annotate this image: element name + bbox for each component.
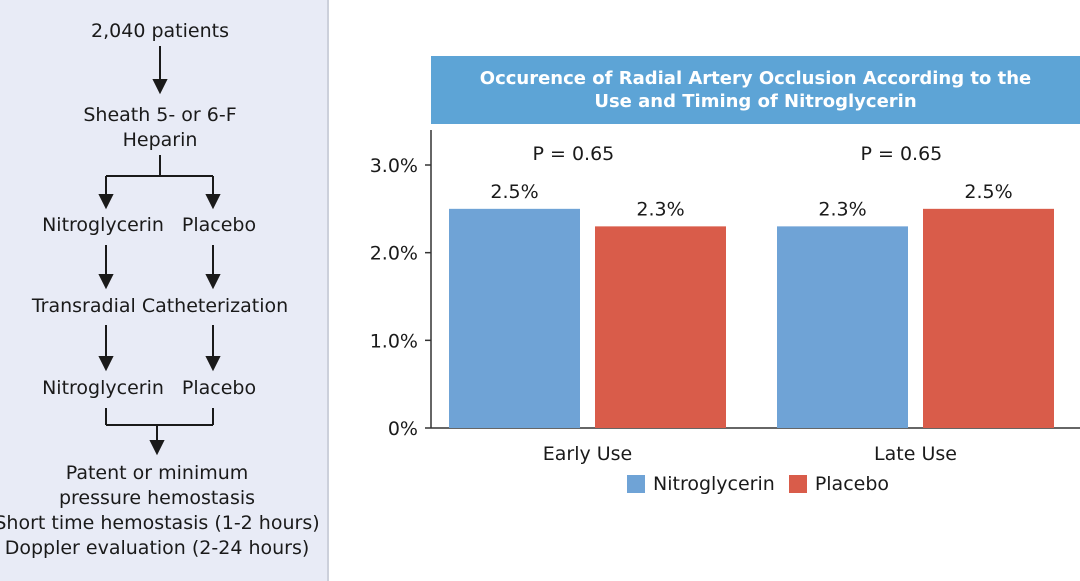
chart-title-line-1: Occurence of Radial Artery Occlusion Acc…	[479, 68, 1032, 89]
legend-swatch-nitroglycerin	[627, 475, 645, 493]
chart-legend: Nitroglycerin Placebo	[627, 472, 903, 496]
flow-patients: 2,040 patients	[91, 20, 229, 42]
y-tick-label: 2.0%	[370, 243, 418, 265]
flow-sheath: Sheath 5- or 6-F	[83, 104, 237, 126]
flow-arm2-pre: Placebo	[181, 214, 257, 236]
data-label: 2.5%	[490, 181, 538, 203]
bar-placebo-early-use	[595, 226, 726, 428]
chart-title-line-2: Use and Timing of Nitroglycerin	[594, 91, 917, 112]
p-value-annotation: P = 0.65	[533, 143, 615, 165]
data-label: 2.3%	[818, 198, 866, 220]
flow-heparin: Heparin	[122, 129, 198, 151]
legend-item-nitroglycerin: Nitroglycerin	[627, 473, 775, 495]
data-label: 2.5%	[964, 181, 1012, 203]
legend-swatch-placebo	[788, 475, 807, 493]
flow-arm2-post: Placebo	[181, 377, 257, 399]
y-tick-label: 1.0%	[370, 330, 418, 352]
chart-title: Occurence of Radial Artery Occlusion Acc…	[431, 56, 1080, 124]
bar-nitroglycerin-early-use	[449, 208, 580, 428]
panel-divider	[327, 0, 329, 581]
flow-outcome-line-3: Short time hemostasis (1-2 hours)	[0, 512, 320, 534]
y-tick-label: 0%	[388, 418, 418, 440]
flow-outcome-line-4: Doppler evaluation (2-24 hours)	[4, 537, 310, 559]
flow-outcome-line-2: pressure hemostasis	[58, 487, 256, 509]
legend-label-nitroglycerin: Nitroglycerin	[653, 473, 775, 495]
legend-label-placebo: Placebo	[814, 473, 890, 495]
flow-arm1-post: Nitroglycerin	[42, 377, 164, 399]
flow-arm1-pre: Nitroglycerin	[42, 214, 164, 236]
y-tick-label: 3.0%	[370, 155, 418, 177]
data-label: 2.3%	[636, 198, 684, 220]
flowchart-arrows	[98, 46, 221, 456]
flow-procedure: Transradial Catheterization	[31, 295, 289, 317]
x-tick-label: Early Use	[543, 443, 633, 465]
x-tick-label: Late Use	[874, 443, 957, 465]
p-value-annotation: P = 0.65	[861, 143, 943, 165]
legend-item-placebo: Placebo	[788, 473, 890, 495]
bar-nitroglycerin-late-use	[777, 226, 908, 428]
flowchart-panel: 2,040 patients Sheath 5- or 6-F Heparin …	[0, 0, 327, 581]
bar-placebo-late-use	[923, 208, 1054, 428]
flow-outcome-line-1: Patent or minimum	[65, 462, 249, 484]
